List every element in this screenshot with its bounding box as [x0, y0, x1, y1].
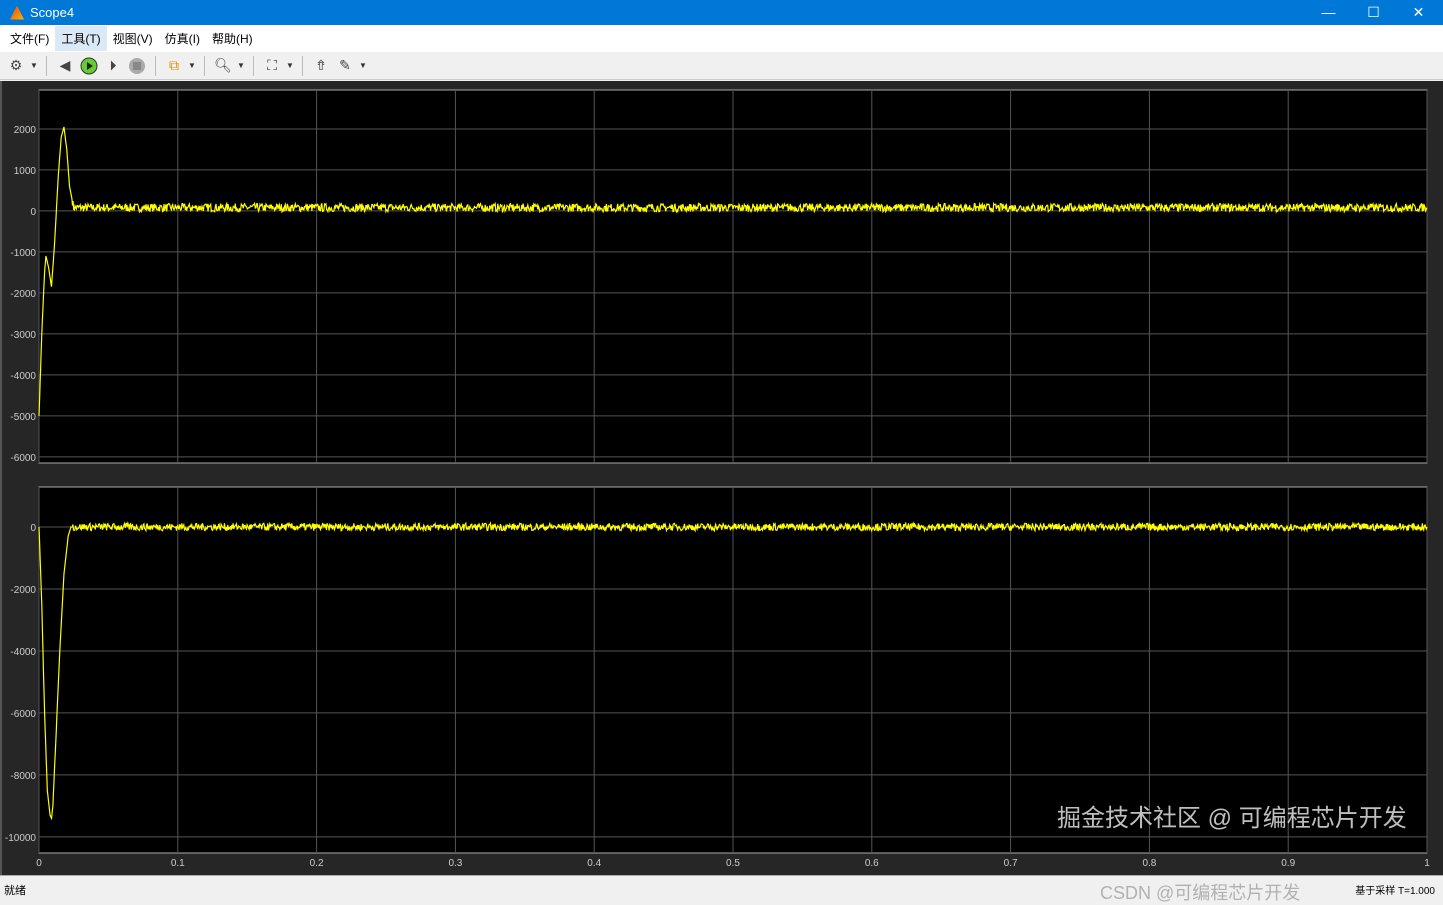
sample-time: 基于采样 T=1.000: [1355, 886, 1435, 897]
signal-trace: [38, 126, 1428, 416]
stop-icon[interactable]: [127, 56, 147, 76]
x-tick-label: 0.6: [865, 858, 879, 869]
plot-area: 2000 1000 0 -1000 -2000 -3000 -4000 -5000 -6000 0…: [0, 81, 1443, 875]
chevron-down-icon[interactable]: ▼: [286, 61, 294, 70]
y-tick-label: -8000: [10, 771, 36, 782]
y-tick-label: 0: [30, 523, 36, 534]
title-bar: Scope4 — ☐ ✕: [0, 0, 1443, 25]
scope-plots[interactable]: 2000 1000 0 -1000 -2000 -3000 -4000 -5000 -6000 0…: [2, 81, 1443, 875]
signal-trace: [38, 521, 1428, 821]
y-tick-label: -4000: [10, 371, 36, 382]
menu-bar: 文件(F) 工具(T) 视图(V) 仿真(I) 帮助(H): [0, 25, 1443, 52]
signal-selector-icon[interactable]: ⧉: [169, 57, 179, 73]
chevron-down-icon[interactable]: ▼: [30, 61, 38, 70]
watermark: 掘金技术社区 @ 可编程芯片开发: [1057, 805, 1407, 832]
x-tick-label: 0.9: [1281, 858, 1295, 869]
x-tick-label: 0.8: [1142, 858, 1156, 869]
toolbar: ⚙ ▼ ◀ ⏵ ⧉ ▼ 🔍︎ ▼ ⛶ ▼ ⇮ ✎ ▼: [0, 52, 1443, 80]
x-tick-label: 1: [1424, 858, 1430, 869]
x-tick-label: 0.7: [1004, 858, 1018, 869]
close-button[interactable]: ✕: [1412, 4, 1425, 20]
step-forward-icon[interactable]: ⏵: [109, 57, 117, 73]
x-tick-label: 0.2: [310, 858, 324, 869]
minimize-button[interactable]: —: [1321, 4, 1336, 20]
x-tick-label: 0.5: [726, 858, 740, 869]
step-back-icon[interactable]: ◀: [59, 57, 71, 73]
y-tick-label: -6000: [10, 453, 36, 464]
y-tick-label: -6000: [10, 709, 36, 720]
matlab-logo-icon: [10, 5, 24, 20]
y-tick-label: -5000: [10, 412, 36, 423]
menu-file[interactable]: 文件(F): [10, 32, 50, 46]
y-tick-label: 0: [30, 207, 36, 218]
style-icon[interactable]: ✎: [339, 57, 351, 73]
y-tick-label: -2000: [10, 289, 36, 300]
menu-help[interactable]: 帮助(H): [211, 32, 253, 46]
divider: [302, 55, 303, 76]
chevron-down-icon[interactable]: ▼: [237, 61, 245, 70]
y-tick-label: -3000: [10, 330, 36, 341]
divider: [46, 55, 47, 76]
chevron-down-icon[interactable]: ▼: [359, 61, 367, 70]
settings-icon[interactable]: ⚙: [9, 57, 23, 73]
x-tick-label: 0.4: [587, 858, 601, 869]
y-tick-label: 2000: [14, 125, 37, 136]
divider: [253, 55, 254, 76]
chevron-down-icon[interactable]: ▼: [188, 61, 196, 70]
x-tick-label: 0.3: [448, 858, 462, 869]
menu-simulation[interactable]: 仿真(I): [164, 32, 200, 46]
y-tick-label: -10000: [5, 833, 37, 844]
window-title: Scope4: [30, 5, 75, 20]
run-icon[interactable]: [79, 56, 99, 76]
divider: [204, 55, 205, 76]
y-tick-label: -1000: [10, 248, 36, 259]
status-ready: 就绪: [4, 885, 26, 897]
status-bar: 就绪 基于采样 T=1.000: [0, 875, 1443, 902]
zoom-icon[interactable]: 🔍︎: [214, 57, 232, 73]
y-tick-label: -4000: [10, 647, 36, 658]
x-tick-label: 0.1: [171, 858, 185, 869]
divider: [155, 55, 156, 76]
autoscale-icon[interactable]: ⛶: [267, 57, 277, 73]
menu-view[interactable]: 视图(V): [112, 32, 153, 46]
maximize-button[interactable]: ☐: [1367, 4, 1380, 20]
y-tick-label: -2000: [10, 585, 36, 596]
x-tick-label: 0: [36, 858, 42, 869]
y-tick-label: 1000: [14, 166, 37, 177]
highlight-block-icon[interactable]: ⇮: [315, 57, 327, 73]
watermark-csdn: CSDN @可编程芯片开发: [1100, 883, 1301, 903]
menu-tools[interactable]: 工具(T): [55, 26, 107, 51]
